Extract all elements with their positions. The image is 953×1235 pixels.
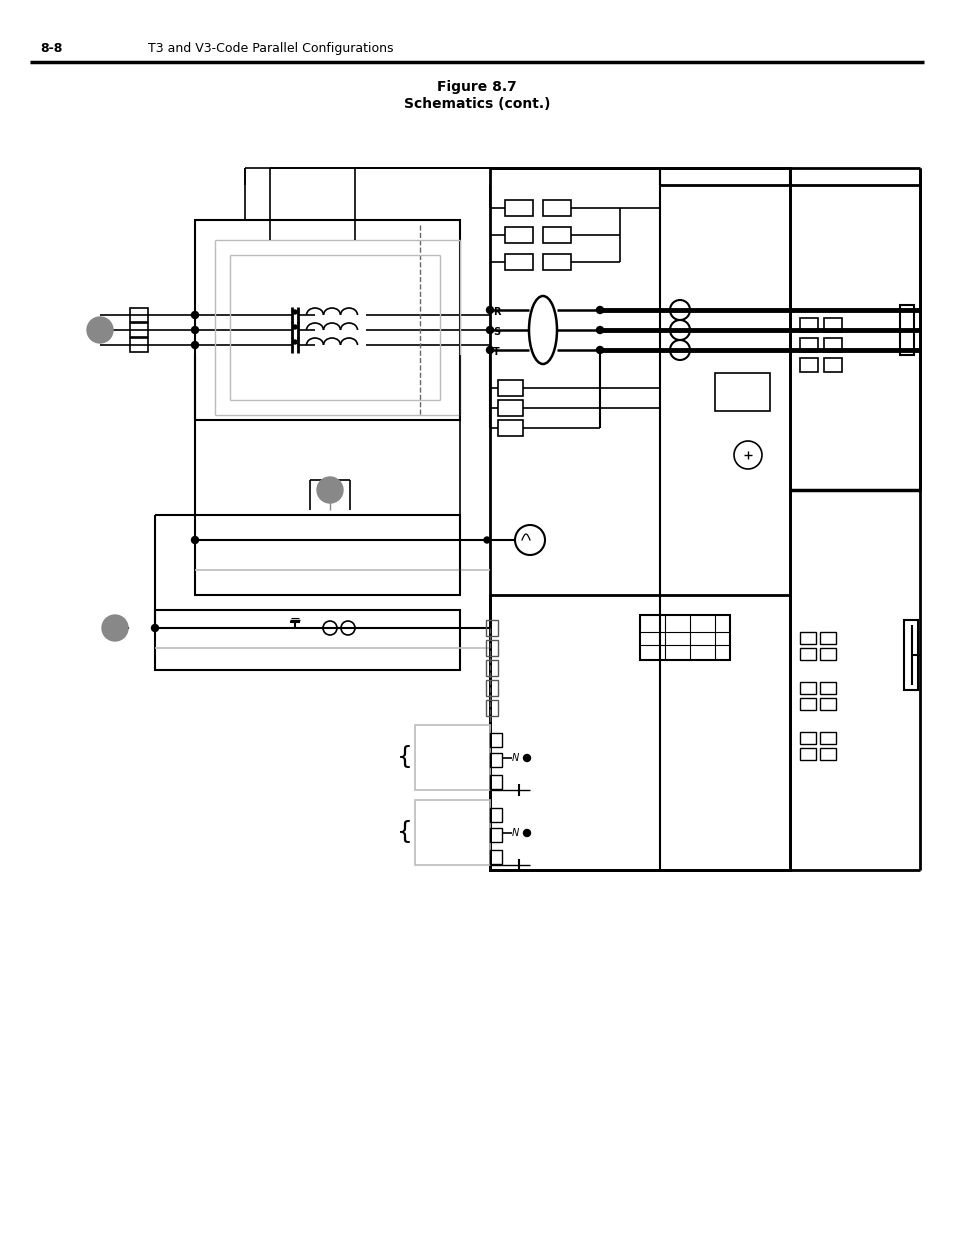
Bar [490,776,501,789]
Bar [130,338,148,352]
Bar [504,227,533,243]
Circle shape [293,310,296,314]
Bar [823,338,841,352]
Circle shape [596,306,603,314]
Circle shape [486,306,493,314]
Text: R: R [493,308,500,317]
Bar [490,168,789,869]
Bar [490,753,501,767]
Text: T: T [493,347,499,357]
Bar [800,698,815,710]
Circle shape [316,477,343,503]
Text: Schematics (cont.): Schematics (cont.) [403,98,550,111]
Bar [154,610,459,671]
Circle shape [293,340,296,345]
Circle shape [192,342,198,348]
Circle shape [152,625,158,631]
Bar [130,308,148,322]
Bar [800,748,815,760]
Circle shape [596,347,603,353]
Text: T3 and V3-Code Parallel Configurations: T3 and V3-Code Parallel Configurations [148,42,393,56]
Circle shape [192,311,198,319]
Bar [800,338,817,352]
Bar [820,748,835,760]
Bar [497,400,522,416]
Bar [823,358,841,372]
Text: 8-8: 8-8 [40,42,62,56]
Bar [823,317,841,332]
Text: S: S [493,327,499,337]
Bar [415,800,490,864]
Bar [485,640,497,656]
Bar [490,734,501,747]
Bar [820,682,835,694]
Bar [490,850,501,864]
Bar [820,632,835,643]
Text: Figure 8.7: Figure 8.7 [436,80,517,94]
Circle shape [192,326,198,333]
Bar [490,595,789,869]
Bar [485,620,497,636]
Bar [485,700,497,716]
Text: {: { [396,745,413,769]
Bar [800,317,817,332]
Bar [800,632,815,643]
Text: N: N [512,753,518,763]
Bar [194,515,459,595]
Circle shape [523,755,530,762]
Bar [820,648,835,659]
Bar [639,615,729,659]
Circle shape [102,615,128,641]
Circle shape [87,317,112,343]
Bar [485,659,497,676]
Bar [194,220,459,420]
Bar [714,373,769,411]
Circle shape [596,326,603,333]
Circle shape [486,347,493,353]
Bar [800,358,817,372]
Bar [542,254,571,270]
Bar [504,200,533,216]
Bar [542,227,571,243]
Bar [820,732,835,743]
Bar [800,682,815,694]
Bar [800,732,815,743]
Bar [820,698,835,710]
Bar [899,305,913,354]
Bar [903,620,917,690]
Bar [485,680,497,697]
Circle shape [486,326,493,333]
Circle shape [192,536,198,543]
Bar [490,808,501,823]
Bar [415,725,490,790]
Bar [497,420,522,436]
Bar [542,200,571,216]
Circle shape [293,325,296,329]
Bar [130,324,148,337]
Circle shape [523,830,530,836]
Bar [497,380,522,396]
Text: {: { [396,820,413,844]
Bar [800,648,815,659]
Bar [504,254,533,270]
Circle shape [483,537,490,543]
Text: N: N [512,827,518,839]
Bar [490,827,501,842]
